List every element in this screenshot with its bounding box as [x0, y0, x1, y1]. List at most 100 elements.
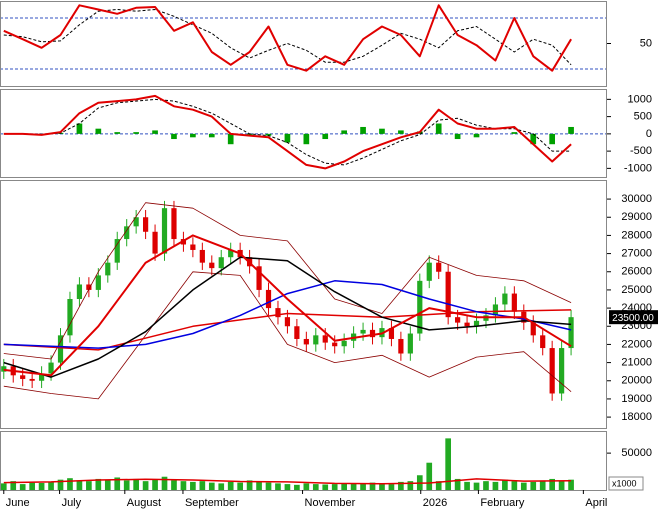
candle-body	[549, 348, 555, 394]
candle-body	[540, 335, 546, 349]
last-price-box	[609, 310, 658, 325]
bar	[95, 128, 102, 134]
candle-body	[559, 348, 565, 394]
candle-body	[473, 320, 480, 327]
candle-body	[95, 275, 101, 290]
candle-body	[417, 280, 423, 334]
bar	[180, 481, 187, 490]
bar	[568, 126, 574, 134]
y-tick-label: 27000	[621, 247, 652, 259]
bar	[133, 132, 139, 134]
candle-body	[284, 317, 291, 327]
bar	[369, 482, 376, 490]
candle-body	[171, 208, 177, 240]
bar	[152, 130, 158, 134]
candle-body	[398, 338, 404, 354]
y-tick-label: 1000	[628, 93, 652, 105]
bar	[133, 478, 139, 490]
y-tick-label: 25000	[621, 284, 652, 296]
candle-body	[190, 244, 196, 250]
bar	[104, 479, 111, 490]
bar	[303, 483, 310, 490]
bar	[530, 133, 537, 145]
candle-body	[76, 284, 83, 300]
bar	[0, 483, 7, 490]
bar	[350, 483, 357, 490]
bar	[76, 123, 83, 134]
candle-body	[332, 342, 338, 347]
bar	[10, 481, 17, 490]
candle-body	[445, 271, 451, 318]
bar	[284, 133, 291, 143]
candle-body	[20, 375, 26, 379]
bar	[322, 133, 329, 140]
x-tick-label: February	[480, 497, 525, 509]
bar	[530, 481, 537, 490]
panel-frame	[0, 1, 607, 87]
bar	[407, 481, 414, 490]
candle-body	[161, 208, 168, 254]
bar	[171, 480, 177, 490]
bar	[303, 133, 310, 145]
series-line	[3, 98, 572, 166]
bar	[86, 481, 92, 490]
bar	[341, 483, 347, 490]
bar	[114, 477, 121, 490]
candle-body	[265, 289, 272, 309]
bar	[379, 482, 385, 490]
bar	[152, 479, 158, 490]
candle-body	[67, 299, 73, 336]
x-tick-label: September	[185, 497, 239, 509]
bar	[568, 479, 574, 490]
candle-body	[48, 362, 54, 374]
candle-body	[133, 217, 139, 227]
bar	[549, 133, 555, 145]
bar	[284, 484, 291, 490]
bar	[67, 478, 73, 490]
bar	[199, 481, 206, 490]
bar	[558, 481, 565, 490]
candle-body	[388, 328, 395, 339]
bar	[511, 481, 518, 490]
bar	[265, 133, 272, 136]
candle-body	[199, 249, 205, 263]
series-line	[3, 234, 572, 377]
bar	[95, 478, 102, 490]
candle-body	[256, 266, 262, 290]
series-line	[3, 478, 572, 485]
panel	[0, 94, 607, 170]
bar	[48, 481, 54, 490]
bar	[464, 481, 470, 490]
bar	[502, 479, 508, 490]
bar	[511, 132, 518, 134]
panel	[1, 200, 574, 401]
bar	[341, 130, 347, 134]
bar	[237, 482, 243, 490]
bar	[208, 133, 215, 138]
bar	[246, 480, 253, 490]
bar	[57, 479, 64, 490]
bar	[218, 483, 225, 490]
bar	[445, 438, 451, 490]
bar	[161, 476, 168, 490]
bar	[388, 484, 395, 490]
candle-body	[86, 284, 92, 290]
bar	[38, 482, 45, 490]
bar	[76, 480, 83, 490]
bar	[322, 484, 329, 490]
candle-body	[436, 262, 442, 272]
y-tick-label: 18000	[621, 411, 652, 423]
panel	[0, 4, 607, 72]
candle-body	[105, 262, 111, 276]
bar	[256, 481, 262, 490]
bar	[142, 481, 149, 490]
bar	[312, 484, 319, 490]
bar	[171, 133, 177, 140]
x-tick-label: April	[585, 497, 607, 509]
bar	[454, 133, 461, 140]
x-tick-label: August	[127, 497, 161, 509]
candle-body	[341, 340, 347, 347]
bar	[379, 128, 385, 134]
y-tick-label: -500	[630, 145, 652, 157]
y-tick-label: 29000	[621, 211, 652, 223]
